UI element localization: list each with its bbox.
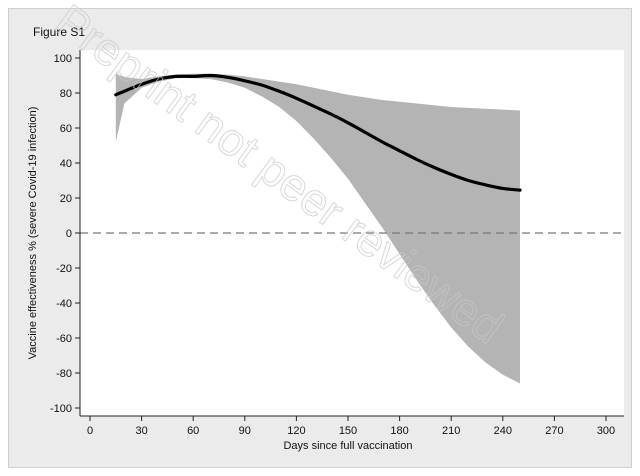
y-axis-label: Vaccine effectiveness % (severe Covid-19… <box>27 107 39 360</box>
estimate-layer <box>114 73 522 192</box>
y-tick-label: -80 <box>56 368 72 380</box>
x-tick-label: 150 <box>339 425 357 437</box>
x-tick-label: 180 <box>390 425 408 437</box>
x-tick-label: 0 <box>87 425 93 437</box>
confidence-band <box>115 73 521 384</box>
y-tick-label: 100 <box>54 53 72 65</box>
y-tick-label: 60 <box>60 123 72 135</box>
x-tick-label: 60 <box>187 425 199 437</box>
y-tick-label: -20 <box>56 263 72 275</box>
y-tick-label: 80 <box>60 88 72 100</box>
figure-label: Figure S1 <box>33 25 86 39</box>
y-tick-label: -60 <box>56 333 72 345</box>
x-tick-label: 300 <box>597 425 615 437</box>
y-tick-label: 40 <box>60 158 72 170</box>
x-tick-label: 210 <box>442 425 460 437</box>
y-tick-label: -100 <box>50 403 72 415</box>
ci-band-layer <box>115 73 521 384</box>
axes: 0 30 60 90 120 150 180 210 240 270 300 100 80 60 40 20 0… <box>50 50 624 437</box>
y-tick-label: -40 <box>56 298 72 310</box>
x-axis-label: Days since full vaccination <box>283 440 412 452</box>
y-tick-label: 20 <box>60 193 72 205</box>
x-tick-label: 90 <box>239 425 251 437</box>
y-tick-label: 0 <box>66 228 72 240</box>
x-tick-label: 120 <box>287 425 305 437</box>
x-tick-label: 270 <box>545 425 563 437</box>
estimate-line <box>114 73 522 192</box>
x-tick-label: 30 <box>135 425 147 437</box>
x-tick-label: 240 <box>494 425 512 437</box>
